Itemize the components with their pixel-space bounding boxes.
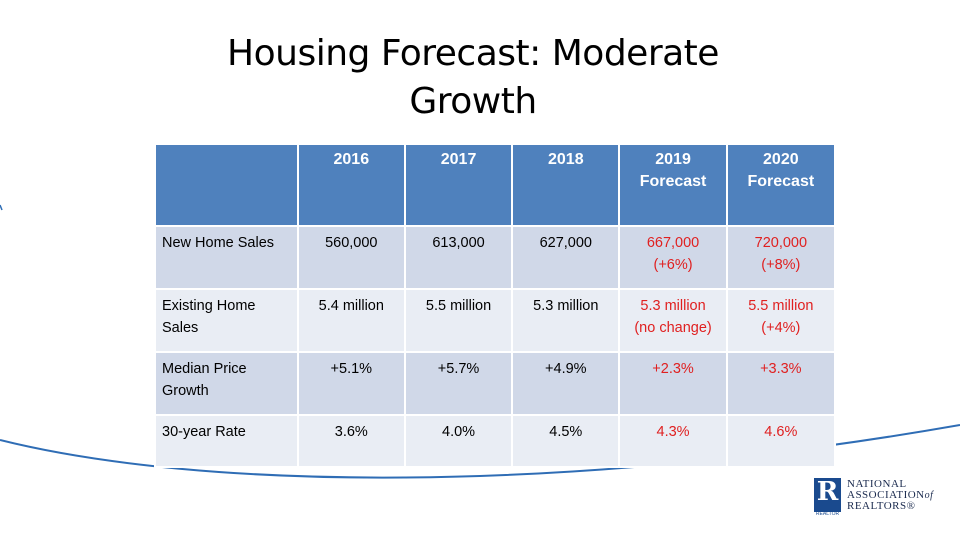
table-header-row: 2016 2017 2018 2019 Forecast 2020 Forecast: [154, 143, 837, 227]
table-row: Median Price Growth +5.1% +5.7% +4.9% +2…: [154, 351, 837, 416]
row-label: 30-year Rate: [154, 414, 299, 468]
header-cell-empty: [154, 143, 299, 227]
header-cell-2020-forecast: 2020 Forecast: [725, 143, 837, 227]
forecast-table: 2016 2017 2018 2019 Forecast 2020 Forecast…: [154, 143, 837, 468]
cell-2020-forecast: 5.5 million (+4%): [725, 288, 837, 353]
cell-2020-forecast: 4.6%: [725, 414, 837, 468]
slide-title: Housing Forecast: Moderate Growth: [0, 30, 946, 126]
cell-2019-forecast: +2.3%: [618, 351, 728, 416]
title-line-1: Housing Forecast: Moderate: [227, 33, 719, 74]
cell-2018: 627,000: [511, 225, 621, 290]
table-row: 30-year Rate 3.6% 4.0% 4.5% 4.3% 4.6%: [154, 414, 837, 468]
row-label: Existing Home Sales: [154, 288, 299, 353]
cell-2016: 5.4 million: [296, 288, 406, 353]
header-cell-2017: 2017: [403, 143, 514, 227]
title-line-2: Growth: [409, 81, 537, 122]
cell-2017: 5.5 million: [403, 288, 514, 353]
header-cell-2019-forecast: 2019 Forecast: [618, 143, 728, 227]
realtor-r-icon: R: [814, 477, 841, 512]
cell-2019-forecast: 5.3 million (no change): [618, 288, 728, 353]
cell-2018: 5.3 million: [511, 288, 621, 353]
table-row: New Home Sales 560,000 613,000 627,000 6…: [154, 225, 837, 290]
header-cell-2018: 2018: [511, 143, 621, 227]
row-label: New Home Sales: [154, 225, 299, 290]
cell-2020-forecast: +3.3%: [725, 351, 837, 416]
cell-2017: 4.0%: [403, 414, 514, 468]
cell-2018: 4.5%: [511, 414, 621, 468]
cell-2016: 560,000: [296, 225, 406, 290]
header-cell-2016: 2016: [296, 143, 406, 227]
cell-2019-forecast: 667,000 (+6%): [618, 225, 728, 290]
cell-2020-forecast: 720,000 (+8%): [725, 225, 837, 290]
logo-wordmark: NATIONAL ASSOCIATIONof REALTORS®: [847, 478, 934, 512]
cell-2017: +5.7%: [403, 351, 514, 416]
row-label: Median Price Growth: [154, 351, 299, 416]
cell-2019-forecast: 4.3%: [618, 414, 728, 468]
table-row: Existing Home Sales 5.4 million 5.5 mill…: [154, 288, 837, 353]
nar-logo: R REALTOR NATIONAL ASSOCIATIONof REALTOR…: [814, 477, 954, 518]
cell-2017: 613,000: [403, 225, 514, 290]
logo-mark-caption: REALTOR: [815, 511, 840, 517]
cell-2016: +5.1%: [296, 351, 406, 416]
cell-2018: +4.9%: [511, 351, 621, 416]
cell-2016: 3.6%: [296, 414, 406, 468]
